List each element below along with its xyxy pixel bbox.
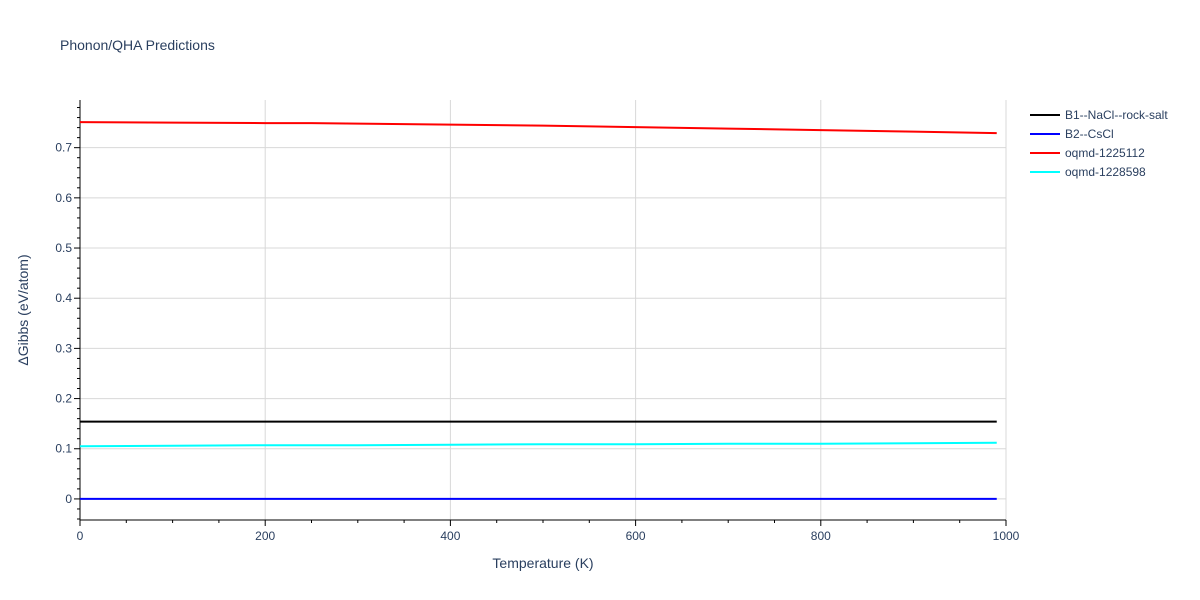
y-tick-label: 0.6 bbox=[55, 191, 72, 205]
x-tick-label: 600 bbox=[626, 529, 646, 543]
legend-label: B1--NaCl--rock-salt bbox=[1065, 108, 1168, 122]
legend-label: B2--CsCl bbox=[1065, 127, 1114, 141]
x-tick-label: 1000 bbox=[993, 529, 1020, 543]
chart-title: Phonon/QHA Predictions bbox=[60, 37, 215, 53]
y-axis-title: ΔGibbs (eV/atom) bbox=[15, 254, 31, 365]
x-tick-label: 0 bbox=[77, 529, 84, 543]
legend-label: oqmd-1225112 bbox=[1065, 146, 1145, 160]
legend-label: oqmd-1228598 bbox=[1065, 165, 1146, 179]
y-tick-label: 0.1 bbox=[55, 442, 72, 456]
series-layer bbox=[79, 121, 997, 500]
legend-item[interactable]: B2--CsCl bbox=[1030, 127, 1114, 141]
axes: 0 200 400 600 800 1000 0 0.1 0.2 0.3 0.4 0.5 0.6 0.7 bbox=[55, 100, 1020, 543]
y-tick-label: 0.4 bbox=[55, 291, 72, 305]
x-tick-label: 400 bbox=[440, 529, 460, 543]
y-tick-label: 0.5 bbox=[55, 241, 72, 255]
x-tick-label: 800 bbox=[811, 529, 831, 543]
series-line-oqmd-1225112 bbox=[79, 121, 997, 135]
x-axis-title: Temperature (K) bbox=[492, 555, 593, 571]
grid bbox=[80, 100, 1007, 520]
x-tick-label: 200 bbox=[255, 529, 275, 543]
y-tick-label: 0.2 bbox=[55, 392, 72, 406]
legend-item[interactable]: oqmd-1228598 bbox=[1030, 165, 1146, 179]
legend[interactable]: B1--NaCl--rock-salt B2--CsCl oqmd-1225112 o… bbox=[1030, 108, 1168, 179]
series-line-oqmd-1228598 bbox=[79, 441, 997, 448]
legend-item[interactable]: B1--NaCl--rock-salt bbox=[1030, 108, 1168, 122]
y-tick-label: 0.3 bbox=[55, 341, 72, 355]
y-tick-label: 0 bbox=[65, 492, 72, 506]
legend-item[interactable]: oqmd-1225112 bbox=[1030, 146, 1145, 160]
y-tick-label: 0.7 bbox=[55, 141, 72, 155]
